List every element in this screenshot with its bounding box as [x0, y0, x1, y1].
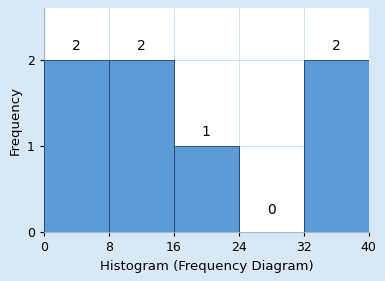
Text: 0: 0 — [267, 203, 276, 217]
Text: 2: 2 — [72, 39, 81, 53]
Bar — [109, 60, 174, 232]
Bar — [304, 60, 369, 232]
Text: 2: 2 — [332, 39, 341, 53]
Text: 1: 1 — [202, 125, 211, 139]
Bar — [44, 60, 109, 232]
X-axis label: Histogram (Frequency Diagram): Histogram (Frequency Diagram) — [99, 260, 313, 273]
Text: 2: 2 — [137, 39, 146, 53]
Y-axis label: Frequency: Frequency — [8, 86, 21, 155]
Bar — [174, 146, 239, 232]
